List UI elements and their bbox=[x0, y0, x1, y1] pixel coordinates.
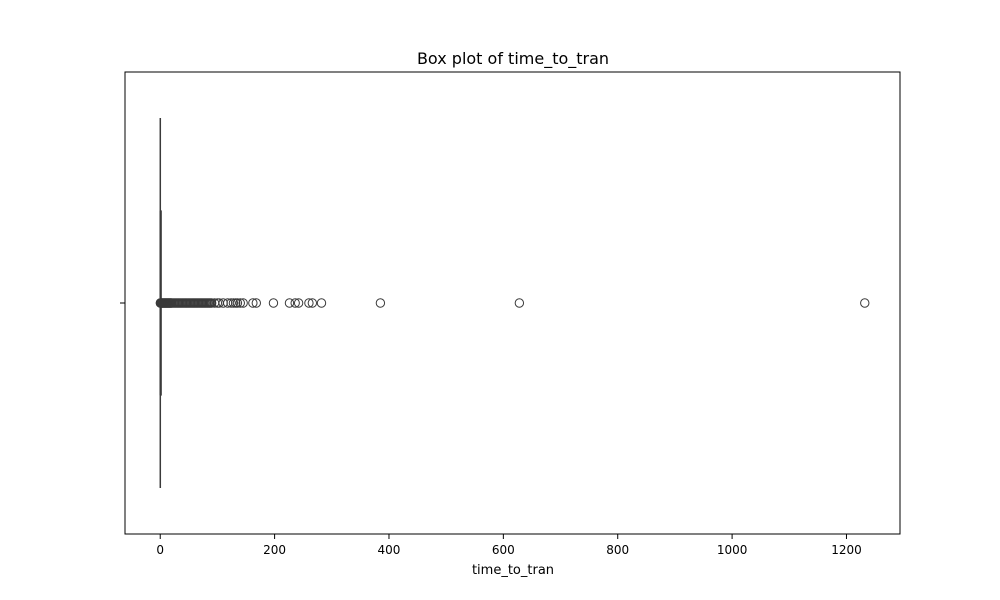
outlier-point bbox=[304, 298, 314, 308]
outlier-point bbox=[251, 298, 262, 308]
outlier-point bbox=[293, 298, 304, 308]
outlier-point bbox=[268, 298, 279, 308]
outlier-point bbox=[307, 298, 318, 308]
outlier-point bbox=[228, 298, 239, 308]
x-tick-label: 1000 bbox=[717, 543, 748, 557]
outlier-point bbox=[248, 298, 258, 308]
chart-title: Box plot of time_to_tran bbox=[417, 49, 609, 69]
outliers-layer bbox=[155, 298, 870, 308]
outlier-point bbox=[316, 298, 327, 308]
outlier-point bbox=[284, 298, 295, 308]
outlier-point bbox=[860, 298, 870, 308]
outlier-point bbox=[514, 298, 525, 308]
outlier-point bbox=[206, 298, 217, 308]
x-tick-label: 600 bbox=[492, 543, 515, 557]
outlier-point bbox=[290, 298, 300, 308]
x-tick-label: 0 bbox=[156, 543, 164, 557]
x-axis: 0 200 400 600 800 1000 1200 bbox=[156, 534, 862, 557]
x-tick-label: 400 bbox=[378, 543, 401, 557]
outlier-point bbox=[375, 298, 386, 308]
outlier-point bbox=[226, 298, 236, 308]
x-tick-label: 200 bbox=[263, 543, 286, 557]
x-tick-label: 1200 bbox=[831, 543, 862, 557]
x-axis-label: time_to_tran bbox=[472, 563, 554, 578]
outlier-point bbox=[238, 298, 248, 308]
x-tick-label: 800 bbox=[606, 543, 629, 557]
outlier-point bbox=[235, 298, 245, 308]
outlier-point bbox=[232, 298, 243, 308]
